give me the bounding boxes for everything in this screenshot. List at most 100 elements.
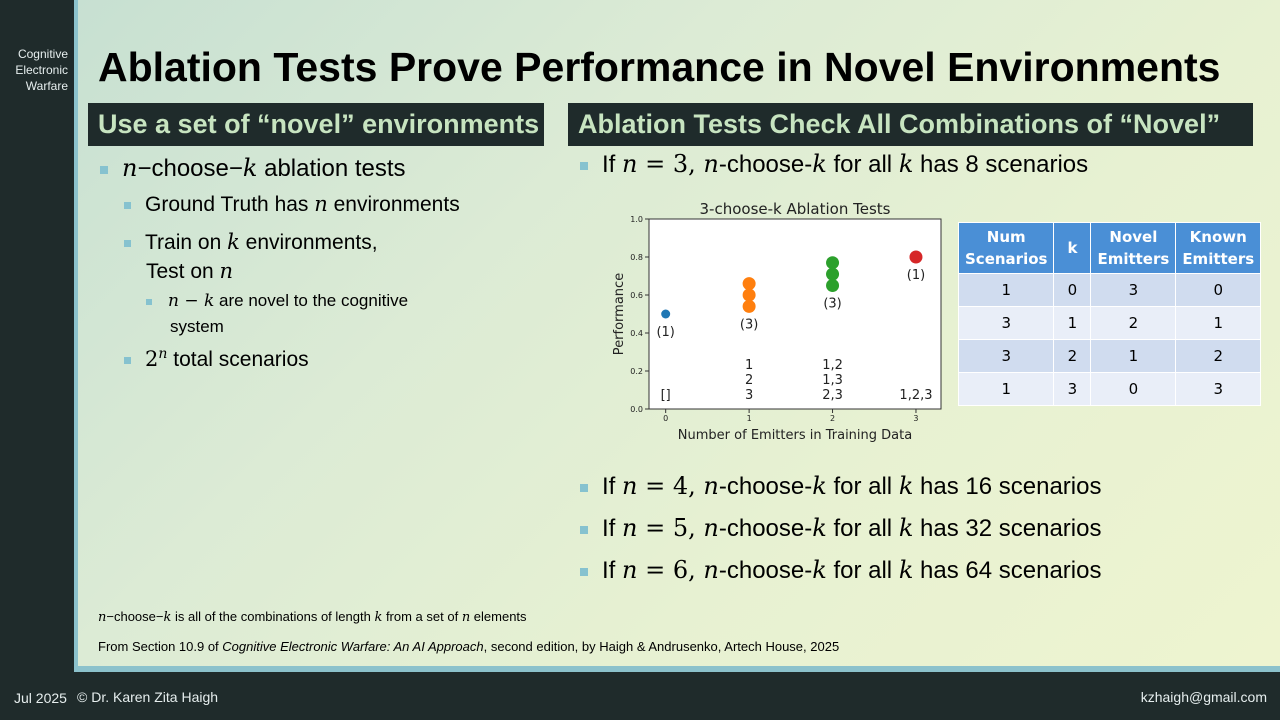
- bullet-square-icon: [580, 567, 588, 576]
- math-n: n: [461, 610, 471, 625]
- table-cell: 3: [1090, 273, 1177, 307]
- col-header-line: Num: [986, 228, 1026, 246]
- text: has 16 scenarios: [913, 473, 1102, 500]
- col-header: Novel Emitters: [1090, 222, 1177, 274]
- col-header: Known Emitters: [1175, 222, 1262, 274]
- table-cell: 0: [1053, 273, 1092, 307]
- table-cell: 1: [1090, 339, 1177, 373]
- text: are novel to the cognitive: [214, 291, 409, 310]
- footer-date: Jul 2025: [14, 690, 67, 706]
- col-header-line: Novel: [1109, 228, 1158, 246]
- math-n: n: [622, 514, 638, 542]
- math-n: n: [622, 556, 638, 584]
- text: has 64 scenarios: [913, 557, 1102, 584]
- table-cell: 3: [957, 306, 1055, 340]
- math-n: n: [219, 259, 234, 283]
- y-tick-label: 0.2: [630, 367, 643, 376]
- math-n: n: [168, 291, 179, 311]
- math-k: k: [227, 230, 240, 254]
- math-k: k: [898, 514, 914, 542]
- text: , second edition, by Haigh & Andrusenko,…: [483, 639, 840, 654]
- sidebar-label-line: Warfare: [25, 79, 68, 93]
- count-label: (3): [823, 297, 841, 312]
- bullet-choose-ablation: n−choose−k ablation tests: [100, 154, 406, 183]
- text: -choose-: [718, 473, 813, 500]
- bullet-square-icon: [124, 356, 131, 364]
- math-n: n: [622, 472, 638, 500]
- scenario-line: If n = 4, n-choose-k for all k has 16 sc…: [580, 472, 1101, 501]
- col-header: Num Scenarios: [957, 222, 1055, 274]
- text: -choose-: [718, 151, 813, 178]
- text: for all: [826, 151, 899, 178]
- table-cell: 1: [1053, 306, 1092, 340]
- math-minus: −: [178, 291, 205, 311]
- combo-label: 1,2: [822, 358, 843, 373]
- count-label: (3): [740, 317, 758, 332]
- data-point: [826, 267, 840, 281]
- text: From Section 10.9 of: [98, 639, 223, 654]
- right-column-header: Ablation Tests Check All Combinations of…: [568, 103, 1253, 146]
- text: from a set of: [382, 609, 462, 624]
- math-n: n: [703, 150, 719, 178]
- data-point: [909, 250, 923, 264]
- bullet-ground-truth: Ground Truth has n environments: [124, 192, 460, 217]
- combo-label: 3: [745, 388, 753, 403]
- math-k: k: [898, 150, 914, 178]
- combo-label: []: [661, 388, 671, 403]
- text: -choose-: [718, 515, 813, 542]
- table-cell: 2: [1175, 339, 1262, 373]
- math-k: k: [163, 610, 172, 625]
- data-point: [742, 277, 756, 291]
- col-header-line: Scenarios: [965, 250, 1048, 268]
- math-n: n: [314, 192, 328, 216]
- math-n: n: [703, 556, 719, 584]
- bullet-square-icon: [124, 201, 131, 209]
- text: elements: [470, 609, 527, 624]
- math-eq: = 6,: [637, 556, 704, 584]
- table-cell: 2: [1053, 339, 1092, 373]
- table-cell: 1: [1175, 306, 1262, 340]
- count-label: (1): [907, 268, 925, 283]
- text: has 32 scenarios: [913, 515, 1102, 542]
- math-k: k: [812, 472, 827, 500]
- math-n: n: [703, 514, 719, 542]
- combo-label: 2,3: [822, 388, 843, 403]
- math-k: k: [812, 150, 827, 178]
- bullet-square-icon: [580, 161, 588, 170]
- data-point: [826, 279, 840, 292]
- text: environments: [327, 193, 460, 216]
- sidebar-label-line: Cognitive: [17, 47, 68, 61]
- math-n: n: [98, 610, 107, 625]
- math-k: k: [812, 514, 827, 542]
- data-point: [742, 288, 756, 302]
- book-title: Cognitive Electronic Warfare: An AI Appr…: [222, 639, 484, 654]
- chart-title: 3-choose-k Ablation Tests: [700, 200, 891, 218]
- table-cell: 3: [957, 339, 1055, 373]
- scenario-line: If n = 6, n-choose-k for all k has 64 sc…: [580, 556, 1101, 585]
- text: environments,: [239, 231, 378, 254]
- y-tick-label: 0.6: [630, 291, 643, 300]
- text: for all: [826, 557, 899, 584]
- text: If: [602, 515, 623, 542]
- footer-email: kzhaigh@gmail.com: [1140, 689, 1267, 705]
- scenario-line: If n = 3, n-choose-k for all k has 8 sce…: [580, 150, 1088, 179]
- x-axis-label: Number of Emitters in Training Data: [678, 428, 912, 443]
- y-tick-label: 0.4: [630, 329, 643, 338]
- math-eq: = 4,: [637, 472, 704, 500]
- table-cell: 3: [1053, 372, 1092, 406]
- bullet-square-icon: [124, 239, 131, 247]
- data-point: [826, 256, 840, 270]
- math-k: k: [204, 291, 215, 311]
- x-tick-label: 1: [747, 414, 752, 423]
- scenario-line: If n = 5, n-choose-k for all k has 32 sc…: [580, 514, 1101, 543]
- sidebar: Cognitive Electronic Warfare: [0, 0, 74, 678]
- combo-label: 1: [745, 358, 753, 373]
- text: is all of the combinations of length: [171, 609, 375, 624]
- math-k: k: [898, 556, 914, 584]
- combo-label: 2: [745, 373, 753, 388]
- text: total scenarios: [167, 348, 309, 371]
- data-point: [661, 309, 671, 319]
- slide-title: Ablation Tests Prove Performance in Nove…: [98, 44, 1221, 90]
